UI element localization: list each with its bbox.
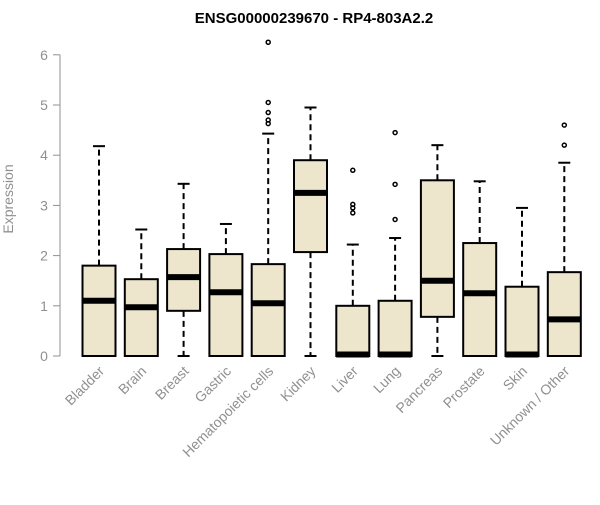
box-body bbox=[546, 271, 582, 357]
x-tick-label: Skin bbox=[500, 363, 531, 394]
y-axis-label: Expression bbox=[0, 164, 16, 233]
outlier-point bbox=[265, 109, 271, 116]
box-kidney bbox=[293, 106, 328, 357]
outlier-point bbox=[350, 167, 356, 174]
box-skin bbox=[504, 206, 540, 358]
box-body bbox=[250, 263, 286, 357]
box-body bbox=[123, 278, 159, 357]
y-tick-label: 6 bbox=[40, 47, 48, 63]
outlier-point bbox=[350, 201, 356, 208]
x-tick-label: Brain bbox=[115, 363, 149, 397]
box-bladder bbox=[81, 145, 117, 358]
x-tick-label: Prostate bbox=[440, 363, 488, 411]
outlier-point bbox=[265, 99, 271, 106]
box-body bbox=[208, 253, 244, 357]
box-series bbox=[81, 39, 582, 358]
y-tick-label: 1 bbox=[40, 298, 48, 314]
x-tick-label: Liver bbox=[328, 363, 361, 396]
box-lung bbox=[377, 129, 413, 358]
box-unknown-other bbox=[546, 122, 582, 357]
x-tick-label: Bladder bbox=[62, 363, 108, 409]
x-tick-label: Breast bbox=[152, 363, 192, 403]
chart-title: ENSG00000239670 - RP4-803A2.2 bbox=[195, 10, 434, 27]
y-tick-label: 4 bbox=[40, 147, 48, 163]
box-body bbox=[81, 264, 117, 358]
outlier-point bbox=[561, 122, 568, 128]
box-prostate bbox=[462, 180, 498, 357]
x-tick-label: Lung bbox=[370, 363, 403, 396]
outlier-point bbox=[265, 117, 271, 123]
x-tick-label: Unknown / Other bbox=[487, 363, 573, 449]
outlier-point bbox=[561, 142, 568, 148]
box-body bbox=[462, 242, 498, 357]
box-body bbox=[504, 285, 540, 357]
y-tick-label: 3 bbox=[40, 197, 48, 213]
box-body bbox=[293, 159, 328, 254]
box-pancreas bbox=[419, 144, 455, 357]
y-tick-label: 0 bbox=[40, 348, 48, 364]
box-liver bbox=[335, 167, 371, 358]
box-hematopoietic-cells bbox=[250, 39, 286, 357]
x-tick-label: Kidney bbox=[277, 363, 319, 405]
y-tick-label: 5 bbox=[40, 97, 48, 113]
box-body bbox=[419, 179, 455, 318]
box-gastric bbox=[208, 222, 244, 357]
box-body bbox=[377, 299, 413, 357]
outlier-point bbox=[392, 216, 398, 223]
y-axis: 0 1 2 3 4 5 6 bbox=[40, 47, 61, 364]
box-brain bbox=[123, 228, 159, 357]
outlier-point bbox=[392, 129, 398, 136]
outlier-point bbox=[265, 39, 271, 45]
y-tick-label: 2 bbox=[40, 248, 48, 264]
box-body bbox=[335, 304, 371, 357]
box-breast bbox=[166, 182, 202, 357]
outlier-point bbox=[350, 210, 356, 216]
outlier-point bbox=[392, 181, 398, 188]
x-tick-label: Pancreas bbox=[392, 363, 445, 416]
